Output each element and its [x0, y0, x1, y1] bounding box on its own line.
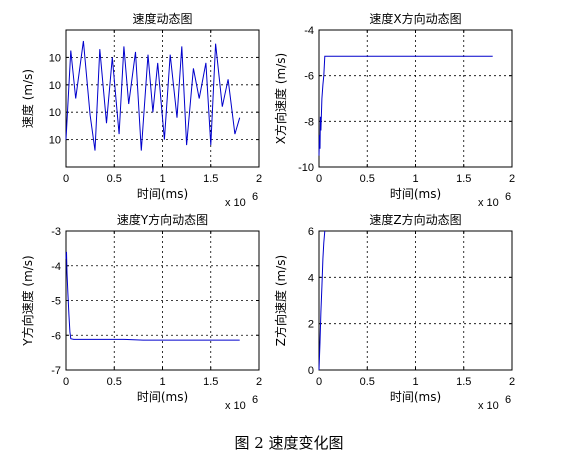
figure-caption: 图 2 速度变化图 [234, 434, 343, 452]
x-tick-label: 0.5 [107, 173, 122, 185]
y-tick-label: 2 [308, 319, 314, 331]
x-tick-label: 2 [256, 376, 262, 388]
x-tick-label: 2 [256, 173, 262, 185]
plot-area [318, 29, 513, 168]
chart-title: 速度X方向动态图 [369, 11, 461, 26]
x-multiplier: x 10 [478, 197, 499, 209]
x-tick-label: 0.5 [107, 376, 122, 388]
x-tick-label: 0 [63, 376, 69, 388]
x-axis-label: 时间(ms) [390, 187, 441, 201]
x-axis-label: 时间(ms) [137, 390, 188, 404]
x-tick-label: 1.5 [456, 173, 471, 185]
x-tick-label: 2 [509, 173, 515, 185]
y-axis-label: X方向速度 (m/s) [273, 53, 288, 144]
series-line [318, 55, 493, 156]
x-tick-label: 0.5 [360, 173, 375, 185]
y-tick-label: 10 [49, 52, 61, 64]
y-tick-label: 6 [308, 226, 314, 238]
x-tick-label: 2 [509, 376, 515, 388]
y-tick-label: 10 [49, 135, 61, 147]
y-tick-label: -3 [51, 226, 61, 238]
x-tick-label: 1 [159, 173, 165, 185]
x-multiplier-exponent: 6 [252, 394, 258, 406]
x-multiplier-exponent: 6 [252, 191, 258, 203]
x-axis-label: 时间(ms) [390, 390, 441, 404]
x-multiplier: x 10 [225, 197, 246, 209]
x-tick-label: 0 [63, 173, 69, 185]
x-axis-label: 时间(ms) [137, 187, 188, 201]
chart-title: 速度动态图 [132, 11, 192, 26]
series-line [65, 40, 241, 151]
y-tick-label: 0 [308, 365, 314, 377]
y-tick-label: -6 [51, 330, 61, 342]
x-tick-label: 0.5 [360, 376, 375, 388]
x-tick-label: 0 [316, 376, 322, 388]
x-tick-label: 1 [412, 376, 418, 388]
x-tick-label: 1 [159, 376, 165, 388]
y-axis-label: Y方向速度 (m/s) [20, 255, 35, 347]
chart-title: 速度Z方向动态图 [369, 212, 461, 227]
y-axis-label: 速度 (m/s) [20, 69, 35, 128]
series-line [318, 230, 326, 371]
y-tick-label: -4 [51, 261, 61, 273]
y-tick-label: -8 [304, 116, 314, 128]
y-tick-label: 10 [49, 80, 61, 92]
plot-area [65, 29, 260, 168]
x-multiplier: x 10 [478, 400, 499, 412]
x-tick-label: 1.5 [456, 376, 471, 388]
x-tick-label: 1.5 [203, 173, 218, 185]
y-tick-label: -4 [304, 25, 314, 37]
y-tick-label: 10 [49, 107, 61, 119]
series-line [65, 251, 240, 341]
y-tick-label: -7 [51, 365, 61, 377]
chart-title: 速度Y方向动态图 [117, 212, 208, 227]
x-multiplier-exponent: 6 [505, 394, 511, 406]
x-multiplier: x 10 [225, 400, 246, 412]
y-tick-label: 4 [308, 272, 314, 284]
y-axis-label: Z方向速度 (m/s) [273, 255, 288, 346]
x-tick-label: 1.5 [203, 376, 218, 388]
x-multiplier-exponent: 6 [505, 191, 511, 203]
x-tick-label: 0 [316, 173, 322, 185]
y-tick-label: -10 [298, 162, 314, 174]
y-tick-label: -6 [304, 71, 314, 83]
x-tick-label: 1 [412, 173, 418, 185]
y-tick-label: -5 [51, 296, 61, 308]
